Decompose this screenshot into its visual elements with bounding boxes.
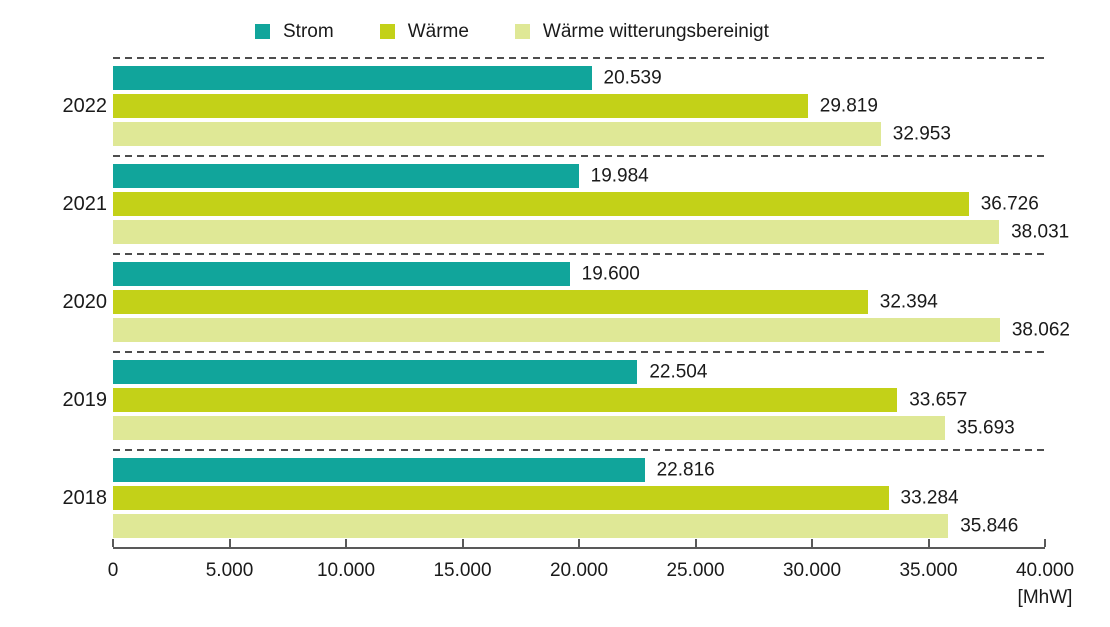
value-label-waerme-2019: 33.657 [909, 389, 968, 411]
bar-strom-2018 [113, 458, 645, 482]
value-label-waerme-witterungsbereinigt-2021: 38.031 [1011, 221, 1070, 243]
x-axis-tick-label: 5.000 [205, 560, 254, 581]
value-label-waerme-witterungsbereinigt-2022: 32.953 [892, 123, 951, 145]
legend: Strom Wärme Wärme witterungsbereinigt [255, 22, 769, 41]
x-axis-tick [927, 539, 930, 547]
x-axis-tick [694, 539, 697, 547]
x-axis-tick [1044, 539, 1046, 547]
legend-swatch-strom-icon [255, 24, 270, 39]
x-axis-tick [578, 539, 580, 547]
legend-item-waerme-witterungsbereinigt: Wärme witterungsbereinigt [514, 21, 769, 42]
bar-waerme-2022 [113, 94, 808, 118]
x-axis-unit-label: [MhW] [1017, 587, 1073, 608]
bar-waerme-2020 [113, 290, 868, 314]
x-axis-tick-label: 20.000 [549, 560, 609, 581]
group-separator-line [113, 253, 1045, 255]
bar-waerme-witterungsbereinigt-2018 [113, 514, 949, 538]
group-separator-line [113, 449, 1045, 451]
x-axis-tick [461, 539, 464, 547]
category-label-2019: 2019 [62, 389, 108, 411]
bar-waerme-witterungsbereinigt-2022 [113, 122, 881, 146]
group-separator-line [113, 57, 1045, 59]
x-axis-tick-label: 40.000 [1015, 560, 1075, 581]
legend-swatch-waerme-witterungsbereinigt-icon [514, 24, 530, 39]
x-axis-tick-label: 10.000 [316, 560, 376, 581]
x-axis-tick [811, 539, 813, 547]
value-label-strom-2020: 19.600 [581, 263, 640, 285]
bar-strom-2021 [113, 164, 579, 188]
x-axis-tick [345, 539, 347, 547]
value-label-strom-2019: 22.504 [649, 361, 708, 383]
x-axis-tick [228, 539, 231, 547]
x-axis-tick-label: 30.000 [782, 560, 842, 581]
group-separator-line [113, 351, 1045, 353]
category-label-2022: 2022 [62, 95, 108, 117]
value-label-strom-2022: 20.539 [603, 67, 662, 89]
value-label-waerme-2020: 32.394 [879, 291, 938, 313]
legend-item-waerme: Wärme [379, 21, 469, 42]
x-axis-tick-label: 0 [107, 560, 119, 581]
bar-waerme-2019 [113, 388, 898, 412]
bar-waerme-2021 [113, 192, 969, 216]
legend-swatch-waerme-icon [379, 24, 395, 39]
value-label-waerme-2018: 33.284 [900, 487, 959, 509]
value-label-waerme-2022: 29.819 [819, 95, 878, 117]
x-axis-tick-label: 25.000 [666, 560, 725, 581]
legend-label-waerme: Wärme [407, 21, 469, 42]
legend-label-waerme-witterungsbereinigt: Wärme witterungsbereinigt [542, 21, 769, 42]
value-label-waerme-witterungsbereinigt-2019: 35.693 [956, 417, 1015, 439]
value-label-waerme-2021: 36.726 [980, 193, 1039, 215]
x-axis-tick-label: 35.000 [899, 560, 958, 581]
value-label-strom-2021: 19.984 [590, 165, 649, 187]
value-label-strom-2018: 22.816 [656, 459, 715, 481]
group-separator-line [113, 155, 1045, 157]
bar-waerme-witterungsbereinigt-2021 [113, 220, 1000, 244]
x-axis-tick-label: 15.000 [433, 560, 492, 581]
category-label-2018: 2018 [62, 487, 108, 509]
value-label-waerme-witterungsbereinigt-2018: 35.846 [960, 515, 1019, 537]
x-axis-tick [112, 539, 114, 547]
bar-waerme-witterungsbereinigt-2019 [113, 416, 945, 440]
x-axis-line [113, 547, 1045, 549]
bar-waerme-witterungsbereinigt-2020 [113, 318, 1000, 342]
legend-item-strom: Strom [255, 22, 334, 41]
bar-strom-2022 [113, 66, 592, 90]
bar-strom-2020 [113, 262, 570, 286]
category-label-2020: 2020 [62, 291, 108, 313]
category-label-2021: 2021 [62, 193, 108, 215]
bar-waerme-2018 [113, 486, 889, 510]
bar-strom-2019 [113, 360, 638, 384]
legend-label-strom: Strom [283, 21, 334, 42]
value-label-waerme-witterungsbereinigt-2020: 38.062 [1011, 319, 1070, 341]
